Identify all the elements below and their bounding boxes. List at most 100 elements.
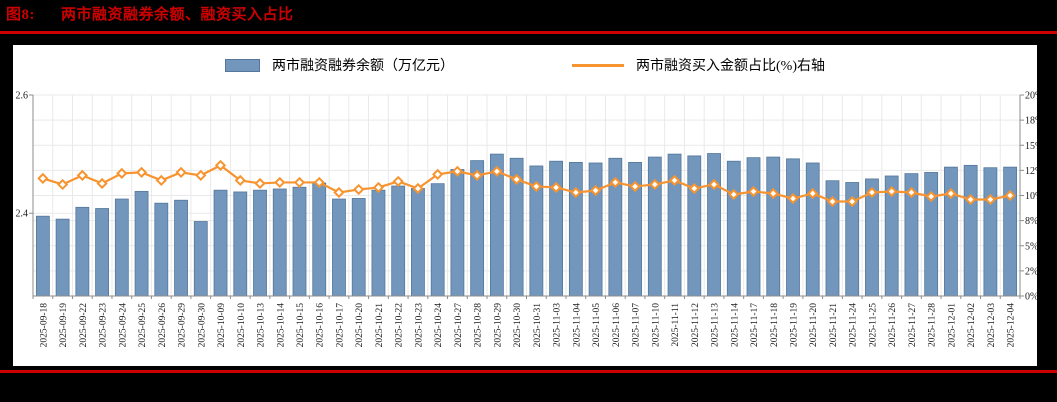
x-axis-category-label: 2025-09-26 — [158, 303, 168, 348]
bar — [944, 166, 958, 297]
bar — [174, 199, 188, 297]
diamond-marker-icon — [76, 169, 88, 182]
diamond-marker-icon — [511, 173, 523, 186]
bar — [963, 164, 978, 297]
bar — [332, 198, 346, 297]
bar — [35, 215, 50, 297]
x-axis-category-label: 2025-11-12 — [691, 303, 701, 347]
diamond-marker-icon — [96, 177, 108, 190]
bar — [411, 188, 425, 297]
figure-number: 图8: — [6, 7, 35, 23]
x-axis-category-label: 2025-11-27 — [908, 303, 918, 347]
diamond-marker-icon — [767, 187, 779, 200]
x-axis-category-label: 2025-11-03 — [553, 303, 563, 347]
chart-legend: 两市融资融券余额（万亿元） 两市融资买入金额占比(%)右轴 — [13, 55, 1037, 75]
x-axis-category-label: 2025-11-20 — [809, 303, 819, 347]
x-axis-category-label: 2025-11-28 — [928, 303, 938, 347]
right-axis-tick-label: 20% — [1025, 91, 1037, 102]
x-axis-category-label: 2025-10-09 — [217, 303, 227, 348]
diamond-marker-icon — [234, 174, 246, 187]
bar — [707, 153, 721, 297]
diamond-marker-icon — [905, 186, 918, 199]
diamond-marker-icon — [668, 174, 681, 187]
diamond-marker-icon — [116, 167, 128, 180]
x-axis-category-label: 2025-10-17 — [335, 303, 345, 348]
gridlines — [33, 94, 1020, 296]
margin-balance-chart: 2.42.60%2%5%8%10%12%15%18%20%2025-09-182… — [16, 91, 1038, 348]
x-axis-category-label: 2025-10-13 — [257, 303, 267, 348]
diamond-marker-icon — [984, 193, 997, 206]
diamond-marker-icon — [293, 176, 306, 189]
diamond-marker-icon — [155, 174, 167, 187]
diamond-marker-icon — [807, 187, 819, 200]
x-axis-category-label: 2025-11-13 — [711, 303, 721, 347]
diamond-marker-icon — [313, 176, 325, 189]
x-axis-category-label: 2025-12-01 — [947, 303, 957, 348]
x-axis-category-label: 2025-11-21 — [829, 303, 839, 347]
x-axis-category-label: 2025-10-24 — [434, 303, 444, 348]
diamond-marker-icon — [274, 176, 286, 189]
diamond-marker-icon — [195, 169, 207, 182]
right-axis-tick-label: 18% — [1025, 116, 1037, 127]
bar — [746, 157, 761, 297]
diamond-marker-icon — [1004, 189, 1016, 202]
diamond-marker-icon — [392, 175, 404, 188]
bar — [391, 185, 406, 297]
bar — [193, 221, 208, 297]
diamond-marker-icon — [609, 176, 621, 189]
bar — [292, 186, 307, 297]
right-axis-tick-label: 10% — [1025, 191, 1037, 202]
bar — [213, 189, 228, 297]
diamond-marker-icon — [945, 187, 957, 200]
x-axis-category-label: 2025-10-31 — [533, 303, 543, 348]
x-axis-category-label: 2025-09-23 — [99, 303, 109, 348]
figure-title: 图8: 两市融资融券余额、融资买入占比 — [6, 3, 1051, 29]
diamond-marker-icon — [688, 182, 700, 195]
x-axis-category-label: 2025-10-23 — [414, 303, 424, 348]
bar — [272, 188, 287, 297]
x-axis-category-label: 2025-11-18 — [770, 303, 780, 347]
title-divider-rule — [0, 31, 1057, 34]
right-axis-tick-label: 15% — [1025, 141, 1037, 152]
bar — [450, 169, 465, 297]
legend-label-balance: 两市融资融券余额（万亿元） — [272, 59, 454, 74]
right-axis-tick-label: 5% — [1025, 241, 1037, 252]
diamond-marker-icon — [451, 165, 464, 177]
left-axis-tick-label: 2.6 — [16, 91, 29, 102]
x-axis-category-label: 2025-11-06 — [612, 303, 622, 347]
diamond-marker-icon — [708, 178, 720, 191]
x-axis-category-label: 2025-10-20 — [355, 303, 365, 348]
bar — [95, 208, 109, 297]
diamond-marker-icon — [965, 193, 977, 206]
x-axis-category-label: 2025-09-30 — [197, 303, 207, 348]
diamond-marker-icon — [886, 185, 898, 198]
x-axis-category-label: 2025-11-14 — [730, 303, 740, 347]
x-axis-category-label: 2025-10-10 — [237, 303, 247, 348]
line-series — [37, 159, 1016, 208]
x-axis-category-label: 2025-10-27 — [454, 303, 464, 348]
right-axis-tick-label: 2% — [1025, 266, 1037, 277]
x-axis-category-label: 2025-10-21 — [375, 303, 385, 348]
footer-divider-rule — [0, 370, 1057, 373]
diamond-marker-icon — [925, 190, 937, 203]
axes: 2.4 2.6 0% 2% 5% 8% 10% 12% 15% 18% 20% — [16, 91, 1038, 303]
bar — [805, 162, 820, 297]
x-axis-category-label: 2025-10-15 — [296, 303, 306, 348]
x-axis-category-label: 2025-12-04 — [1007, 303, 1017, 348]
bar — [371, 189, 386, 297]
bar — [134, 190, 149, 297]
bar — [114, 198, 129, 297]
diamond-marker-icon — [214, 159, 227, 171]
diamond-marker-icon — [589, 184, 602, 197]
legend-label-ratio: 两市融资买入金额占比(%)右轴 — [636, 59, 825, 74]
x-axis-category-label: 2025-09-19 — [59, 303, 69, 348]
bar — [766, 156, 781, 297]
bar — [647, 156, 662, 297]
diamond-marker-icon — [372, 181, 385, 194]
right-axis-tick-label: 0% — [1025, 292, 1037, 303]
legend-item-balance: 两市融资融券余额（万亿元） — [225, 55, 454, 75]
x-axis-category-label: 2025-11-17 — [750, 303, 760, 347]
bar — [233, 191, 248, 297]
diamond-marker-icon — [432, 168, 444, 181]
x-axis-category-label: 2025-10-28 — [474, 303, 484, 348]
